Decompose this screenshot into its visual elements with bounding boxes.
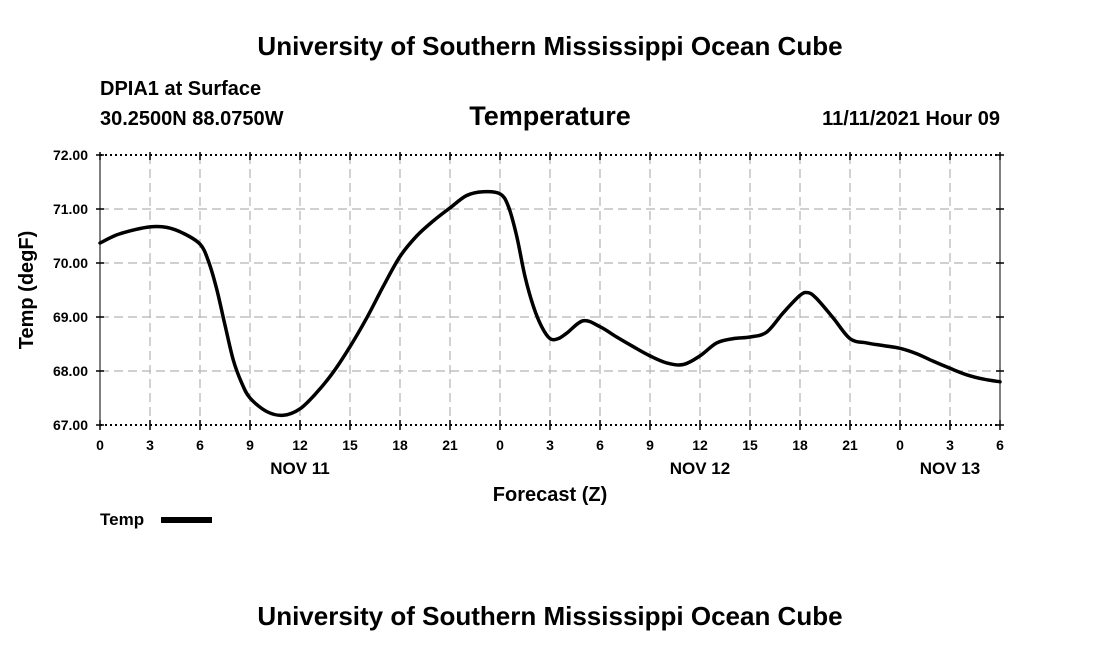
x-tick-label: 15	[742, 437, 758, 453]
x-tick-label: 6	[596, 437, 604, 453]
y-tick-label: 67.00	[53, 417, 88, 433]
y-tick-label: 72.00	[53, 147, 88, 163]
temp-series-line	[98, 189, 1002, 418]
y-axis-label: Temp (degF)	[16, 231, 38, 350]
x-tick-label: 12	[292, 437, 308, 453]
x-tick-label: 0	[896, 437, 904, 453]
y-tick-label: 71.00	[53, 201, 88, 217]
date-label: NOV 11	[270, 459, 330, 478]
plot-area: 0 3 6 9 12 15 18 21 0 3 6 9 12 15 18 21 0 3 6 67.00 68.00 69.…	[53, 147, 1004, 478]
x-tick-label: 6	[196, 437, 204, 453]
x-tick-label: 12	[692, 437, 708, 453]
top-title: University of Southern Mississippi Ocean…	[257, 31, 842, 61]
coords-label: 30.2500N 88.0750W	[100, 108, 284, 130]
x-tick-label: 0	[96, 437, 104, 453]
x-tick-label: 18	[392, 437, 408, 453]
legend-swatch	[161, 517, 212, 523]
x-tick-label: 15	[342, 437, 358, 453]
x-tick-label: 9	[646, 437, 654, 453]
date-label: NOV 13	[920, 459, 980, 478]
x-tick-label: 18	[792, 437, 808, 453]
x-tick-label: 3	[146, 437, 154, 453]
x-tick-label: 3	[946, 437, 954, 453]
x-tick-label: 0	[496, 437, 504, 453]
date-label: NOV 12	[670, 459, 730, 478]
station-label: DPIA1 at Surface	[100, 78, 261, 100]
x-tick-label: 6	[996, 437, 1004, 453]
y-tick-label: 68.00	[53, 363, 88, 379]
legend: Temp	[100, 510, 212, 529]
legend-label: Temp	[100, 510, 144, 529]
y-tick-label: 70.00	[53, 255, 88, 271]
x-tick-label: 9	[246, 437, 254, 453]
datetime-label: 11/11/2021 Hour 09	[822, 108, 1000, 130]
x-tick-label: 21	[442, 437, 458, 453]
chart-title: Temperature	[469, 101, 631, 131]
x-axis-label: Forecast (Z)	[493, 484, 607, 506]
y-tick-label: 69.00	[53, 309, 88, 325]
x-tick-label: 21	[842, 437, 858, 453]
bottom-title: University of Southern Mississippi Ocean…	[257, 601, 842, 631]
x-tick-label: 3	[546, 437, 554, 453]
